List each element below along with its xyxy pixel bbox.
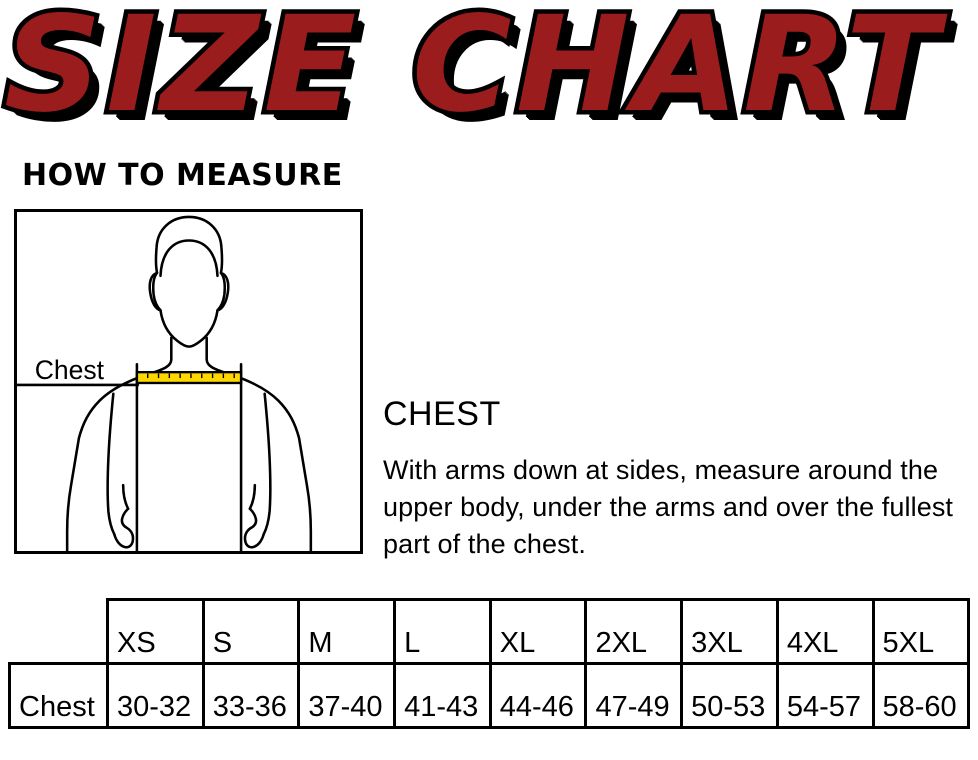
size-table: XS S M L XL 2XL 3XL 4XL 5XL Chest 30-32 …	[8, 598, 971, 729]
table-cell-chest-m: 37-40	[297, 662, 397, 729]
left-inner-arm	[106, 392, 116, 536]
title-banner: SIZE CHART	[0, 0, 978, 150]
table-header-xs: XS	[106, 598, 205, 665]
tape-band	[135, 370, 243, 385]
table-row-label-chest: Chest	[8, 662, 109, 729]
chest-tape-measure	[135, 370, 243, 385]
right-body-contour	[205, 336, 313, 551]
table-cell-chest-5xl: 58-60	[871, 662, 971, 729]
right-inner-arm	[262, 392, 272, 536]
table-row: Chest 30-32 33-36 37-40 41-43 44-46 47-4…	[8, 662, 971, 729]
chest-callout-label: Chest	[35, 355, 105, 385]
table-cell-chest-s: 33-36	[201, 662, 301, 729]
head-outline	[148, 215, 230, 348]
table-header-2xl: 2XL	[584, 598, 684, 665]
how-to-measure-heading: HOW TO MEASURE	[22, 158, 343, 193]
table-header-m: M	[297, 598, 397, 665]
chest-section-heading: CHEST	[383, 395, 501, 433]
table-header-l: L	[393, 598, 492, 665]
table-header-xl: XL	[488, 598, 588, 665]
tape-ticks	[147, 373, 235, 379]
left-ear	[151, 271, 162, 312]
left-body-contour	[65, 336, 173, 551]
measurement-illustration-box: Chest	[14, 209, 363, 554]
chest-section-description: With arms down at sides, measure around …	[383, 455, 954, 559]
table-header-row: XS S M L XL 2XL 3XL 4XL 5XL	[10, 598, 971, 665]
table-cell-chest-xs: 30-32	[106, 662, 205, 729]
body-outline-group	[65, 215, 313, 551]
right-thumb-line	[248, 483, 257, 511]
table-header-s: S	[201, 598, 301, 665]
page-title: SIZE CHART	[0, 0, 943, 145]
table-header-4xl: 4XL	[775, 598, 875, 665]
right-ear	[216, 271, 227, 312]
left-thumb-line	[121, 483, 130, 511]
table-cell-chest-3xl: 50-53	[680, 662, 779, 729]
table-header-5xl: 5XL	[871, 598, 971, 665]
table-cell-chest-l: 41-43	[393, 662, 492, 729]
table-header-3xl: 3XL	[680, 598, 779, 665]
male-torso-figure: Chest	[17, 215, 313, 551]
table-cell-chest-4xl: 54-57	[775, 662, 875, 729]
left-hand	[113, 507, 135, 549]
table-corner-cell	[10, 600, 108, 664]
right-hand	[243, 507, 265, 549]
hairline	[159, 239, 219, 278]
table-cell-chest-xl: 44-46	[488, 662, 588, 729]
table-cell-chest-2xl: 47-49	[584, 662, 684, 729]
